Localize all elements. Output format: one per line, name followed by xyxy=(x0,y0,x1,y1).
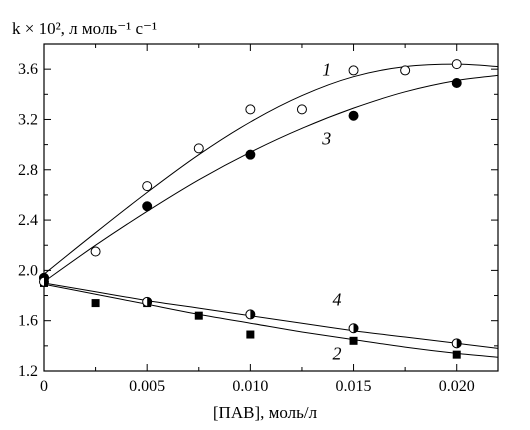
point-series-3 xyxy=(451,77,462,88)
x-tick-label: 0.010 xyxy=(232,378,268,395)
x-tick-label: 0.005 xyxy=(129,378,165,395)
point-half-fill xyxy=(353,323,359,333)
curve-labels: 1 3 4 2 xyxy=(321,59,341,363)
plot-frame xyxy=(43,43,499,372)
y-tick-label: 2.8 xyxy=(18,162,38,179)
point-half-fill xyxy=(250,309,255,319)
y-tick-label: 2.0 xyxy=(18,262,38,279)
point-series-1 xyxy=(90,246,101,257)
point-series-2 xyxy=(452,350,461,359)
x-tick-label: 0 xyxy=(40,378,48,395)
point-series-4 xyxy=(142,296,153,307)
fit-curve-4 xyxy=(43,282,499,349)
point-half-fill xyxy=(456,338,462,348)
point-series-1 xyxy=(348,65,359,76)
curve-label-2: 2 xyxy=(333,344,342,364)
point-series-2 xyxy=(91,299,100,308)
y-tick-label: 3.2 xyxy=(18,111,38,128)
point-series-1 xyxy=(296,104,307,115)
y-tick-label: 1.2 xyxy=(18,363,38,380)
point-series-3 xyxy=(245,149,256,160)
y-tick-label: 2.4 xyxy=(18,212,38,229)
point-series-2 xyxy=(246,330,255,339)
point-half-fill xyxy=(44,277,49,287)
point-series-3 xyxy=(142,201,153,212)
curve-label-1: 1 xyxy=(322,59,331,79)
fit-curve-2 xyxy=(43,283,499,358)
point-series-4 xyxy=(245,309,256,320)
curve-label-4: 4 xyxy=(333,290,342,310)
ticks xyxy=(43,44,498,372)
fit-curve-1 xyxy=(43,63,499,275)
point-series-4 xyxy=(39,276,49,287)
point-half-fill xyxy=(147,297,152,307)
point-series-1 xyxy=(245,104,256,115)
x-tick-label: 0.015 xyxy=(336,378,372,395)
point-series-2 xyxy=(349,336,358,345)
point-series-1 xyxy=(400,65,411,76)
point-series-4 xyxy=(348,323,359,334)
point-series-1 xyxy=(451,59,462,70)
y-tick-label: 3.6 xyxy=(18,61,38,78)
curve-label-3: 3 xyxy=(321,129,331,149)
tick-labels: 0 0.005 0.010 0.015 0.020 1.2 1.6 2.0 2.4 2.8 3.2 3… xyxy=(18,61,475,395)
point-series-2 xyxy=(194,311,203,320)
point-series-1 xyxy=(193,143,204,154)
point-series-3 xyxy=(348,110,359,121)
fit-curves xyxy=(43,63,499,358)
y-axis-label: k × 10², л моль⁻¹ с⁻¹ xyxy=(12,19,157,38)
point-series-4 xyxy=(451,338,462,349)
x-axis-label: [ПАВ], моль/л xyxy=(213,403,318,422)
data-markers xyxy=(39,59,462,359)
point-series-1 xyxy=(142,181,153,192)
y-tick-label: 1.6 xyxy=(18,313,38,330)
fit-curve-3 xyxy=(43,74,499,283)
x-tick-label: 0.020 xyxy=(439,378,475,395)
